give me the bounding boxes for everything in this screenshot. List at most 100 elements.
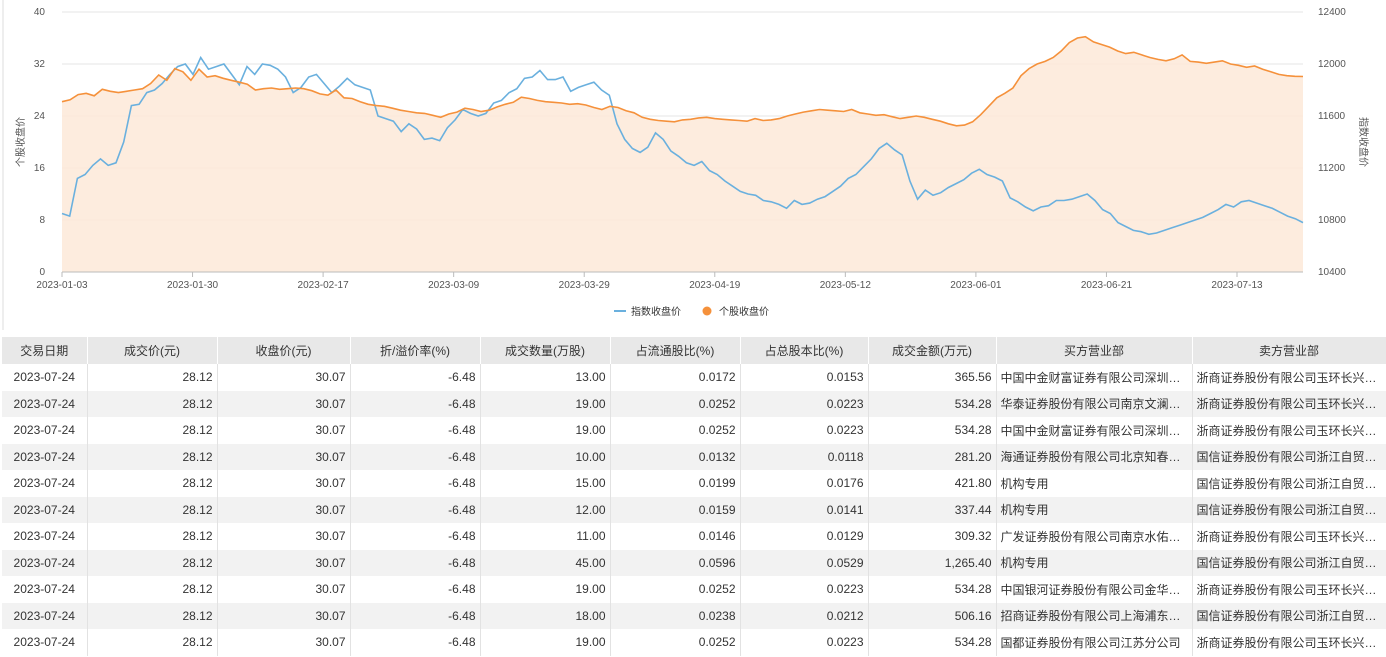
x-tick-label: 2023-06-21 — [1081, 280, 1133, 291]
column-header[interactable]: 买方营业部 — [996, 337, 1193, 364]
table-cell: 13.00 — [480, 364, 611, 391]
table-cell: 机构专用 — [996, 549, 1193, 576]
y-left-tick-label: 32 — [34, 59, 46, 70]
table-cell: 0.0172 — [610, 364, 741, 391]
table-cell: 30.07 — [217, 364, 351, 391]
table-cell: 2023-07-24 — [2, 576, 88, 603]
table-row: 2023-07-24 28.12 30.07 -6.48 19.00 0.0252 0.02… — [2, 576, 1386, 603]
table-cell: 1,265.40 — [868, 549, 997, 576]
x-tick-label: 2023-04-19 — [689, 280, 741, 291]
table-cell: 19.00 — [480, 629, 611, 656]
table-cell: 281.20 — [868, 443, 997, 470]
table-cell: 421.80 — [868, 470, 997, 497]
table-cell: 国都证券股份有限公司江苏分公司 — [996, 629, 1193, 656]
table-cell: 30.07 — [217, 417, 351, 444]
table-row: 2023-07-24 28.12 30.07 -6.48 19.00 0.0252 0.02… — [2, 390, 1386, 417]
column-header[interactable]: 卖方营业部 — [1192, 337, 1386, 364]
table-cell: 30.07 — [217, 443, 351, 470]
column-header[interactable]: 交易日期 — [2, 337, 88, 364]
table-row: 2023-07-24 28.12 30.07 -6.48 11.00 0.0146 0.01… — [2, 523, 1386, 550]
table-cell: 国信证券股份有限公司浙江自贸区分公司 — [1192, 470, 1386, 497]
legend-index-label[interactable]: 指数收盘价 — [631, 305, 681, 318]
table-cell: 337.44 — [868, 496, 997, 523]
table-cell: -6.48 — [350, 417, 481, 444]
table-cell: 10.00 — [480, 443, 611, 470]
table-cell: 30.07 — [217, 576, 351, 603]
y-right-tick-label: 11600 — [1318, 111, 1346, 122]
table-cell: 0.0238 — [610, 602, 741, 629]
block-trade-table: 交易日期 成交价(元) 收盘价(元) 折/溢价率(%) 成交数量(万股) 占流通股比(%)… — [2, 337, 1386, 657]
table-cell: -6.48 — [350, 629, 481, 656]
table-cell: 0.0223 — [740, 629, 869, 656]
table-cell: 0.0153 — [740, 364, 869, 391]
column-header[interactable]: 收盘价(元) — [217, 337, 351, 364]
table-cell: 28.12 — [87, 629, 218, 656]
table-cell: 2023-07-24 — [2, 417, 88, 444]
table-cell: 30.07 — [217, 496, 351, 523]
y-right-title: 指数收盘价 — [1357, 117, 1370, 167]
table-cell: 28.12 — [87, 576, 218, 603]
table-cell: 12.00 — [480, 496, 611, 523]
table-cell: 30.07 — [217, 629, 351, 656]
table-cell: 534.28 — [868, 390, 997, 417]
table-cell: 2023-07-24 — [2, 470, 88, 497]
legend-stock-label[interactable]: 个股收盘价 — [719, 305, 769, 318]
table-cell: 中国中金财富证券有限公司深圳分公司 — [996, 364, 1193, 391]
y-left-tick-label: 8 — [39, 215, 45, 226]
table-cell: -6.48 — [350, 523, 481, 550]
table-cell: 0.0176 — [740, 470, 869, 497]
table-cell: 0.0223 — [740, 417, 869, 444]
table-cell: 30.07 — [217, 523, 351, 550]
table-row: 2023-07-24 28.12 30.07 -6.48 19.00 0.0252 0.02… — [2, 629, 1386, 656]
table-cell: 28.12 — [87, 470, 218, 497]
table-cell: 2023-07-24 — [2, 523, 88, 550]
table-header-row: 交易日期 成交价(元) 收盘价(元) 折/溢价率(%) 成交数量(万股) 占流通股比(%)… — [2, 337, 1386, 364]
table-cell: 国信证券股份有限公司浙江自贸区分公司 — [1192, 549, 1386, 576]
y-right-tick-label: 11200 — [1318, 163, 1346, 174]
y-right-tick-label: 10400 — [1318, 267, 1346, 278]
table-cell: 0.0159 — [610, 496, 741, 523]
column-header[interactable]: 成交金额(万元) — [868, 337, 997, 364]
table-cell: 28.12 — [87, 390, 218, 417]
table-cell: 18.00 — [480, 602, 611, 629]
table-cell: 30.07 — [217, 602, 351, 629]
column-header[interactable]: 占总股本比(%) — [740, 337, 869, 364]
table-cell: -6.48 — [350, 443, 481, 470]
table-cell: -6.48 — [350, 602, 481, 629]
table-cell: 30.07 — [217, 549, 351, 576]
table-cell: 国信证券股份有限公司浙江自贸区分公司 — [1192, 602, 1386, 629]
y-left-tick-label: 16 — [34, 163, 46, 174]
table-cell: 机构专用 — [996, 496, 1193, 523]
table-cell: 30.07 — [217, 470, 351, 497]
column-header[interactable]: 占流通股比(%) — [610, 337, 741, 364]
table-cell: 华泰证券股份有限公司南京文澜路证券营业部 — [996, 390, 1193, 417]
table-cell: 45.00 — [480, 549, 611, 576]
column-header[interactable]: 成交价(元) — [87, 337, 218, 364]
x-tick-label: 2023-03-29 — [559, 280, 611, 291]
table-cell: 30.07 — [217, 390, 351, 417]
table-body: 2023-07-24 28.12 30.07 -6.48 13.00 0.0172 0.01… — [2, 364, 1386, 656]
table-cell: 2023-07-24 — [2, 549, 88, 576]
table-cell: 浙商证券股份有限公司玉环长兴路证券营业部 — [1192, 523, 1386, 550]
table-cell: 0.0252 — [610, 576, 741, 603]
x-tick-label: 2023-03-09 — [428, 280, 480, 291]
table-cell: 28.12 — [87, 443, 218, 470]
table-cell: 0.0596 — [610, 549, 741, 576]
column-header[interactable]: 折/溢价率(%) — [350, 337, 481, 364]
column-header[interactable]: 成交数量(万股) — [480, 337, 611, 364]
table-cell: 国信证券股份有限公司浙江自贸区分公司 — [1192, 443, 1386, 470]
table-cell: -6.48 — [350, 364, 481, 391]
table-cell: 2023-07-24 — [2, 443, 88, 470]
table-cell: 11.00 — [480, 523, 611, 550]
table-cell: 0.0529 — [740, 549, 869, 576]
legend-stock-swatch[interactable] — [702, 306, 712, 316]
table-cell: 0.0132 — [610, 443, 741, 470]
legend[interactable]: 指数收盘价 个股收盘价 — [614, 305, 769, 318]
table-cell: 浙商证券股份有限公司玉环长兴路证券营业部 — [1192, 629, 1386, 656]
table-cell: 365.56 — [868, 364, 997, 391]
table-cell: 0.0223 — [740, 576, 869, 603]
stock-close-line — [61, 35, 1304, 127]
table-cell: 28.12 — [87, 364, 218, 391]
table-row: 2023-07-24 28.12 30.07 -6.48 15.00 0.0199 0.01… — [2, 470, 1386, 497]
table-cell: 28.12 — [87, 496, 218, 523]
